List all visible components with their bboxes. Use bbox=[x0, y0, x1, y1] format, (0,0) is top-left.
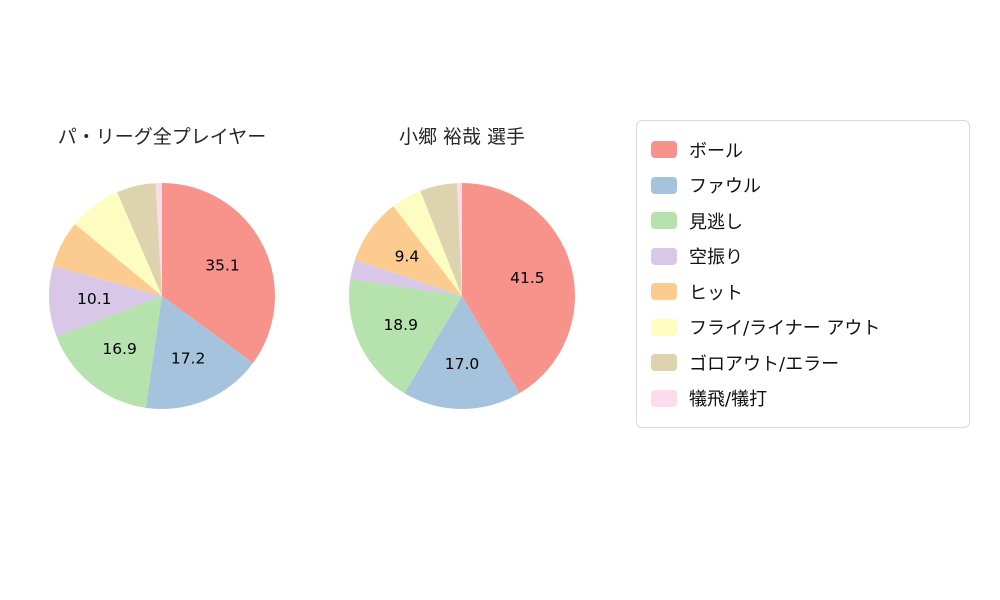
pie-pa-league: 35.1 17.2 16.9 10.1 bbox=[49, 183, 275, 409]
pie-slice bbox=[457, 183, 462, 296]
pie-slice bbox=[145, 296, 253, 409]
legend-item: ゴロアウト/エラー bbox=[651, 345, 969, 381]
pie-slice bbox=[162, 183, 275, 363]
legend: ボールファウル見逃し空振りヒットフライ/ライナー アウト ゴロアウト/エラー 犠飛/… bbox=[636, 120, 970, 428]
pie-slice-value: 41.5 bbox=[510, 269, 545, 287]
pie-slice-value: 17.2 bbox=[171, 350, 206, 368]
pie-slice bbox=[53, 223, 162, 296]
pie-slice-value: 16.9 bbox=[102, 340, 137, 358]
pie-slice bbox=[117, 183, 162, 296]
pie-slice bbox=[420, 183, 462, 296]
legend-label: ファウル bbox=[689, 176, 761, 198]
pie-slice-value: 9.4 bbox=[395, 248, 420, 266]
legend-swatch bbox=[651, 176, 677, 194]
pie-chart-pa-league: パ・リーグ全プレイヤー 35.1 17.2 16.9 10.1 bbox=[32, 122, 292, 426]
legend-swatch bbox=[651, 247, 677, 265]
pie-slice bbox=[348, 279, 462, 394]
pie-slice bbox=[354, 206, 462, 296]
legend-swatch bbox=[651, 141, 677, 159]
legend-label: 空振り bbox=[689, 247, 743, 269]
legend-item: ファウル bbox=[651, 168, 969, 204]
pie-player: 41.5 17.0 18.9 9.4 bbox=[348, 183, 575, 409]
legend-label: ゴロアウト/エラー bbox=[689, 353, 840, 375]
pie-slice bbox=[74, 192, 162, 296]
legend-label: ヒット bbox=[689, 282, 743, 304]
legend-item: フライ/ライナー アウト bbox=[651, 310, 969, 346]
pie-slice bbox=[155, 183, 162, 296]
pie-slice bbox=[404, 296, 520, 409]
pie-slice-value: 17.0 bbox=[445, 355, 480, 373]
legend-item: ボール bbox=[651, 132, 969, 168]
pie-chart-player: 小郷 裕哉 選手 41.5 17.0 18.9 9.4 bbox=[332, 122, 592, 426]
legend-label: 見逃し bbox=[689, 211, 743, 233]
legend-label: 犠飛/犠打 bbox=[689, 389, 768, 411]
legend-swatch bbox=[651, 318, 677, 336]
pie-slice bbox=[462, 183, 575, 394]
legend-swatch bbox=[651, 283, 677, 301]
pie-slice-value: 35.1 bbox=[205, 256, 240, 274]
legend-item: 犠飛/犠打 bbox=[651, 381, 969, 417]
legend-item: ヒット bbox=[651, 274, 969, 310]
legend-swatch bbox=[651, 354, 677, 372]
legend-swatch bbox=[651, 389, 677, 407]
pie-chart-pa-league-title: パ・リーグ全プレイヤー bbox=[57, 126, 267, 148]
legend-label: フライ/ライナー アウト bbox=[689, 318, 881, 340]
legend-label: ボール bbox=[689, 140, 743, 162]
legend-swatch bbox=[651, 212, 677, 230]
legend-item: 空振り bbox=[651, 239, 969, 275]
pie-chart-player-title: 小郷 裕哉 選手 bbox=[398, 126, 526, 148]
pie-slice bbox=[393, 190, 462, 296]
pie-slice-value: 10.1 bbox=[77, 290, 112, 308]
pie-slice bbox=[49, 265, 162, 337]
pie-slice bbox=[350, 259, 462, 296]
pie-slice-value: 18.9 bbox=[383, 316, 418, 334]
pie-slice bbox=[56, 296, 162, 408]
legend-item: 見逃し bbox=[651, 203, 969, 239]
